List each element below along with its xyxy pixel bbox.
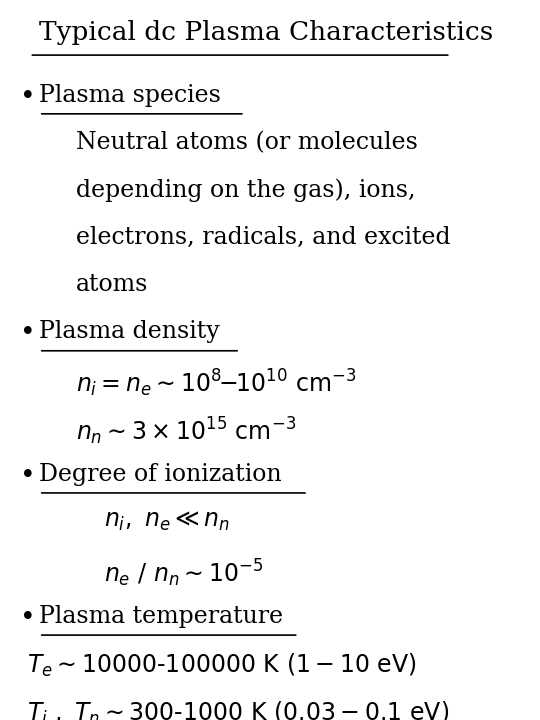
- Text: •: •: [20, 320, 36, 346]
- Text: $n_i = n_e \sim 10^{8}\!\!-\!\!10^{10}\ \mathrm{cm}^{-3}$: $n_i = n_e \sim 10^{8}\!\!-\!\!10^{10}\ …: [76, 368, 356, 399]
- Text: $T_e \sim 10000\text{-}100000\ \mathrm{K}\ (1 - 10\ \mathrm{eV})$: $T_e \sim 10000\text{-}100000\ \mathrm{K…: [27, 652, 417, 680]
- Text: $n_n \sim 3\times10^{15}\ \mathrm{cm}^{-3}$: $n_n \sim 3\times10^{15}\ \mathrm{cm}^{-…: [76, 415, 296, 446]
- Text: depending on the gas), ions,: depending on the gas), ions,: [76, 179, 416, 202]
- Text: $n_i,\ n_e \ll n_n$: $n_i,\ n_e \ll n_n$: [104, 510, 231, 534]
- Text: Plasma temperature: Plasma temperature: [39, 605, 283, 628]
- Text: electrons, radicals, and excited: electrons, radicals, and excited: [76, 225, 451, 248]
- Text: •: •: [20, 605, 36, 630]
- Text: Plasma species: Plasma species: [39, 84, 221, 107]
- Text: atoms: atoms: [76, 273, 148, 296]
- Text: •: •: [20, 463, 36, 487]
- Text: •: •: [20, 84, 36, 109]
- Text: Typical dc Plasma Characteristics: Typical dc Plasma Characteristics: [39, 20, 493, 45]
- Text: $T_i\ ,\ T_n \sim 300\text{-}1000\ \mathrm{K}\ (0.03 - 0.1\ \mathrm{eV})$: $T_i\ ,\ T_n \sim 300\text{-}1000\ \math…: [27, 700, 449, 720]
- Text: Plasma density: Plasma density: [39, 320, 220, 343]
- Text: Neutral atoms (or molecules: Neutral atoms (or molecules: [76, 131, 418, 154]
- Text: Degree of ionization: Degree of ionization: [39, 463, 281, 485]
- Text: $n_e\ /\ n_n \sim 10^{-5}$: $n_e\ /\ n_n \sim 10^{-5}$: [104, 557, 264, 589]
